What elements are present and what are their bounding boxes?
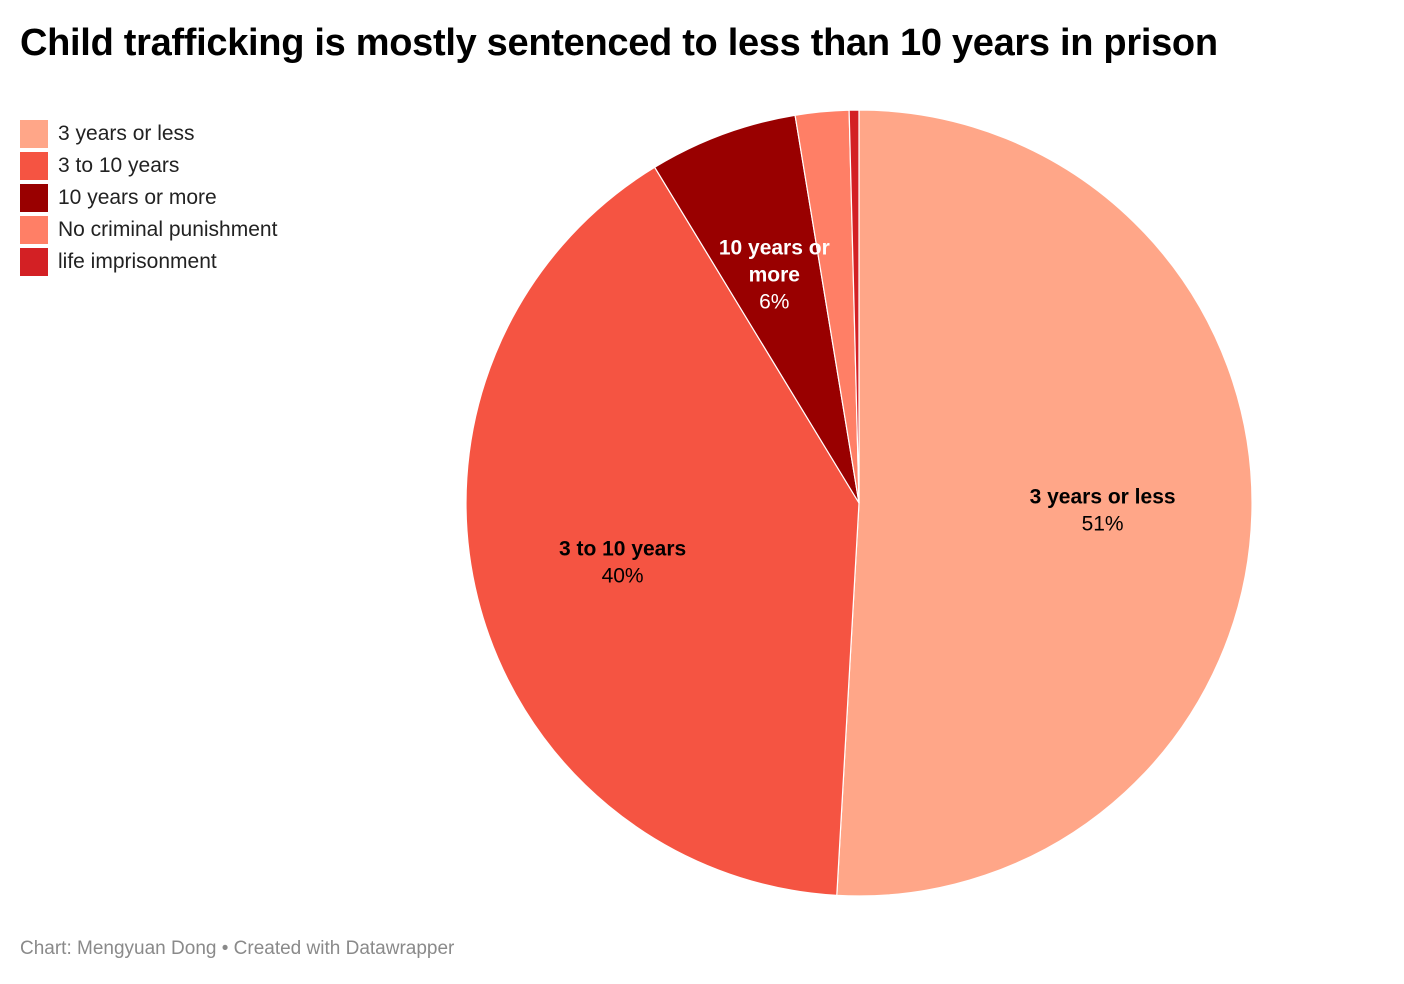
slice-label-text: 3 years or less 51% <box>1030 485 1176 535</box>
legend-label: life imprisonment <box>58 250 217 273</box>
legend-label: No criminal punishment <box>58 218 278 241</box>
legend-item-3-to-10-years: 3 to 10 years <box>20 150 277 182</box>
slice-label-text: 10 years or more 6% <box>719 237 830 314</box>
slice-label-text: 3 to 10 years 40% <box>559 538 686 588</box>
slice-label-value: 6% <box>759 291 789 314</box>
legend-label: 3 to 10 years <box>58 154 180 177</box>
legend-label: 3 years or less <box>58 122 195 145</box>
pie-slice-10-years-or-more <box>654 114 860 504</box>
chart-title: Child trafficking is mostly sentenced to… <box>20 22 1218 64</box>
legend-item-10-years-or-more: 10 years or more <box>20 182 277 214</box>
chart-legend: 3 years or less 3 to 10 years 10 years or … <box>20 118 277 278</box>
slice-label-value: 40% <box>602 565 644 588</box>
slice-label-name: 10 years or <box>719 237 830 260</box>
legend-item-3-years-or-less: 3 years or less <box>20 118 277 150</box>
slice-label-3-years-or-less: 3 years or less 51% <box>1030 485 1176 535</box>
slice-label-value: 51% <box>1082 512 1124 535</box>
legend-swatch <box>20 248 48 276</box>
slice-label-name: 3 years or less <box>1030 485 1176 508</box>
legend-swatch <box>20 152 48 180</box>
pie-slice-3-to-10-years <box>465 166 860 896</box>
pie-slice-life-imprisonment <box>848 109 860 504</box>
legend-label: 10 years or more <box>58 186 217 209</box>
legend-swatch <box>20 120 48 148</box>
slice-label-10-years-or-more: 10 years or more 6% <box>719 237 830 314</box>
pie-slice-3-years-or-less <box>836 109 1253 897</box>
slice-label-name: more <box>749 264 800 287</box>
chart-credit: Chart: Mengyuan Dong • Created with Data… <box>20 938 455 959</box>
legend-swatch <box>20 216 48 244</box>
legend-item-no-criminal-punishment: No criminal punishment <box>20 214 277 246</box>
legend-item-life-imprisonment: life imprisonment <box>20 246 277 278</box>
legend-swatch <box>20 184 48 212</box>
slice-label-3-to-10-years: 3 to 10 years 40% <box>559 538 686 588</box>
slice-label-name: 3 to 10 years <box>559 538 686 561</box>
